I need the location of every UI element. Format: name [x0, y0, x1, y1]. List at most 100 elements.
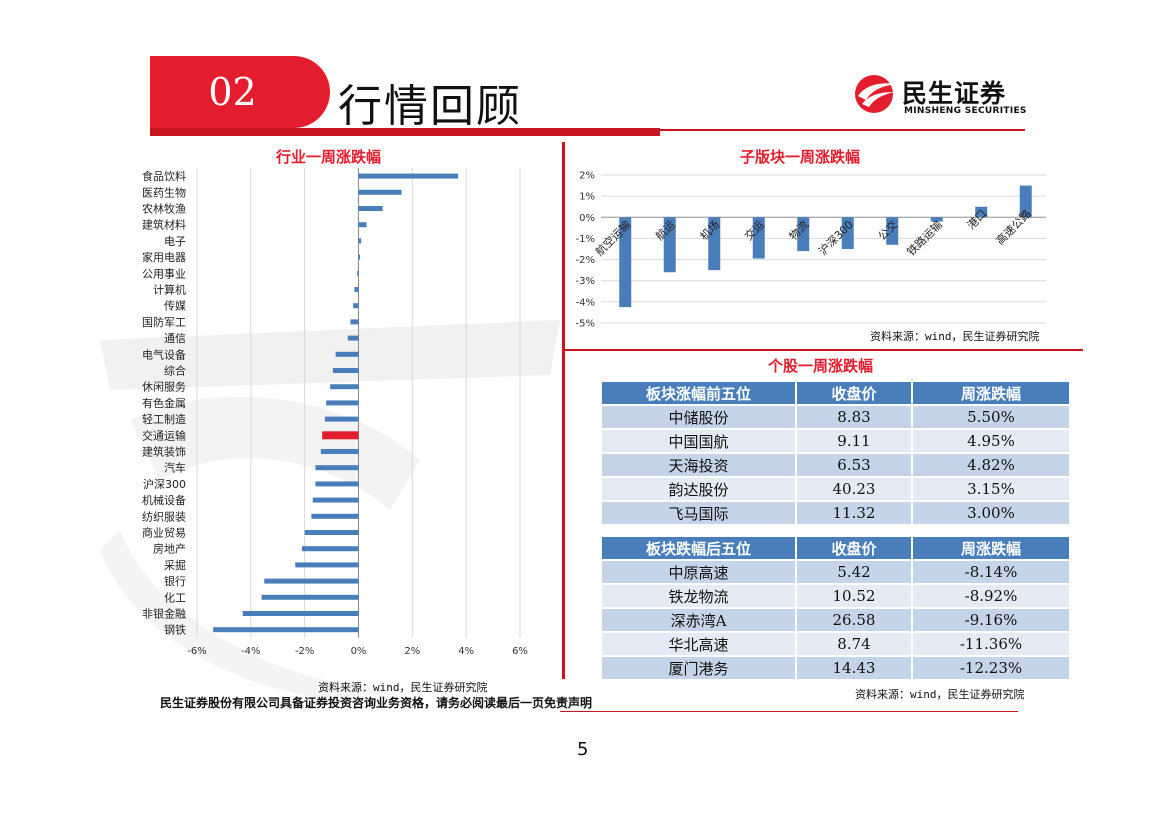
category-label: 国防军工 — [142, 315, 186, 329]
table-row: 中储股份 8.83 5.50% — [602, 406, 1069, 428]
x-tick-label: 0% — [351, 646, 367, 657]
bar — [213, 627, 359, 633]
column-header: 收盘价 — [797, 382, 911, 404]
bar — [357, 270, 359, 276]
close-price: 5.42 — [797, 561, 911, 583]
bar — [841, 217, 854, 249]
stock-name: 中储股份 — [602, 406, 795, 428]
sub-chart-source: 资料来源：wind，民生证券研究院 — [870, 330, 1040, 343]
table-row: 厦门港务 14.43 -12.23% — [602, 657, 1069, 679]
footer-line — [560, 711, 1018, 712]
bar — [330, 384, 359, 390]
close-price: 11.32 — [797, 502, 911, 524]
table-row: 中原高速 5.42 -8.14% — [602, 561, 1069, 583]
x-tick-label: -4% — [241, 646, 260, 657]
watermark-logo — [100, 320, 560, 700]
table-row: 华北高速 8.74 -11.36% — [602, 633, 1069, 655]
column-header: 收盘价 — [797, 537, 911, 559]
category-label: 农林牧渔 — [142, 202, 186, 216]
top-five-table: 板块涨幅前五位 收盘价 周涨跌幅 中储股份 8.83 5.50% 中国国航 9.… — [600, 380, 1071, 526]
stock-name: 韵达股份 — [602, 478, 795, 500]
category-label: 交通运输 — [142, 428, 186, 442]
minsheng-logo-icon — [855, 75, 896, 113]
category-label: 通信 — [164, 332, 186, 345]
page-title: 行情回顾 — [338, 81, 522, 132]
category-label: 沪深300 — [143, 477, 186, 491]
category-label: 传媒 — [164, 300, 186, 313]
sub-sector-bar-chart: 2%1%0%-1%-2%-3%-4%-5%航空运输 航运 机场 交运 物流 沪深300 公交… — [576, 171, 1046, 330]
category-label: 采掘 — [164, 558, 186, 572]
stocks-source: 资料来源：wind，民生证券研究院 — [855, 688, 1025, 701]
bar — [324, 416, 359, 422]
category-label: 建筑装饰 — [142, 445, 186, 459]
bar — [797, 217, 810, 252]
sub-chart-title: 子版块一周涨跌幅 — [740, 148, 861, 166]
category-label: 计算机 — [153, 283, 186, 297]
bar — [261, 594, 359, 600]
category-label: 电子 — [164, 235, 186, 248]
y-tick-label: -2% — [576, 255, 595, 266]
bar — [708, 217, 721, 271]
y-tick-label: 0% — [579, 213, 595, 224]
x-tick-label: 6% — [512, 646, 528, 657]
category-label: 综合 — [164, 364, 186, 378]
column-header: 板块涨幅前五位 — [602, 382, 795, 404]
category-label: 机械设备 — [142, 493, 186, 507]
bar — [322, 431, 359, 440]
bar — [315, 465, 359, 471]
table-row: 飞马国际 11.32 3.00% — [602, 502, 1069, 524]
bar — [358, 189, 402, 195]
stock-name: 飞马国际 — [602, 502, 795, 524]
category-label: 休闲服务 — [142, 380, 186, 394]
header-red-bar — [150, 128, 660, 136]
divider-vertical — [562, 142, 565, 679]
industry-chart-title: 行业一周涨跌幅 — [276, 148, 382, 166]
category-label: 化工 — [164, 590, 186, 604]
bar — [332, 368, 359, 373]
category-label: 银行 — [164, 574, 186, 588]
stock-name: 中原高速 — [602, 561, 795, 583]
category-label: 商业贸易 — [142, 526, 186, 540]
industry-chart-source: 资料来源：wind，民生证券研究院 — [318, 681, 488, 694]
category-label: 钢铁 — [164, 624, 186, 637]
category-label: 医药生物 — [142, 185, 186, 199]
x-tick-label: -6% — [187, 646, 206, 657]
weekly-change: 5.50% — [913, 406, 1069, 428]
bar — [326, 400, 359, 406]
bottom-five-table: 板块跌幅后五位 收盘价 周涨跌幅 中原高速 5.42 -8.14% 铁龙物流 1… — [600, 535, 1071, 681]
y-tick-label: -1% — [576, 234, 595, 245]
bar — [930, 217, 943, 222]
weekly-change: 3.15% — [913, 478, 1069, 500]
table-row: 深赤湾A 26.58 -9.16% — [602, 609, 1069, 631]
weekly-change: -8.14% — [913, 561, 1069, 583]
section-tab — [150, 56, 330, 128]
x-tick-label: 2% — [404, 646, 420, 657]
bar — [358, 254, 360, 260]
close-price: 10.52 — [797, 585, 911, 607]
table-row: 天海投资 6.53 4.82% — [602, 454, 1069, 476]
bar — [358, 206, 383, 211]
category-label: 纺织服装 — [142, 509, 186, 523]
bar — [975, 206, 988, 218]
close-price: 40.23 — [797, 478, 911, 500]
x-tick-label: -2% — [295, 646, 314, 657]
column-header: 周涨跌幅 — [913, 537, 1069, 559]
category-label: 建筑材料 — [142, 218, 186, 232]
bar — [663, 217, 676, 273]
table-row: 铁龙物流 10.52 -8.92% — [602, 585, 1069, 607]
table-row: 中国国航 9.11 4.95% — [602, 430, 1069, 452]
disclaimer: 民生证券股份有限公司具备证券投资咨询业务资格，请务必阅读最后一页免责声明 — [160, 696, 593, 710]
bar — [1019, 185, 1032, 218]
y-tick-label: -3% — [576, 276, 595, 287]
bar — [242, 611, 359, 616]
table-header-row: 板块涨幅前五位 收盘价 周涨跌幅 — [602, 382, 1069, 404]
weekly-change: 4.82% — [913, 454, 1069, 476]
bar — [264, 578, 359, 584]
logo-text-cn: 民生证券 — [902, 79, 1007, 108]
bar — [358, 222, 367, 228]
stock-name: 深赤湾A — [602, 609, 795, 631]
column-header: 板块跌幅后五位 — [602, 537, 795, 559]
bar — [350, 319, 359, 325]
table-header-row: 板块跌幅后五位 收盘价 周涨跌幅 — [602, 537, 1069, 559]
bar — [335, 351, 359, 357]
